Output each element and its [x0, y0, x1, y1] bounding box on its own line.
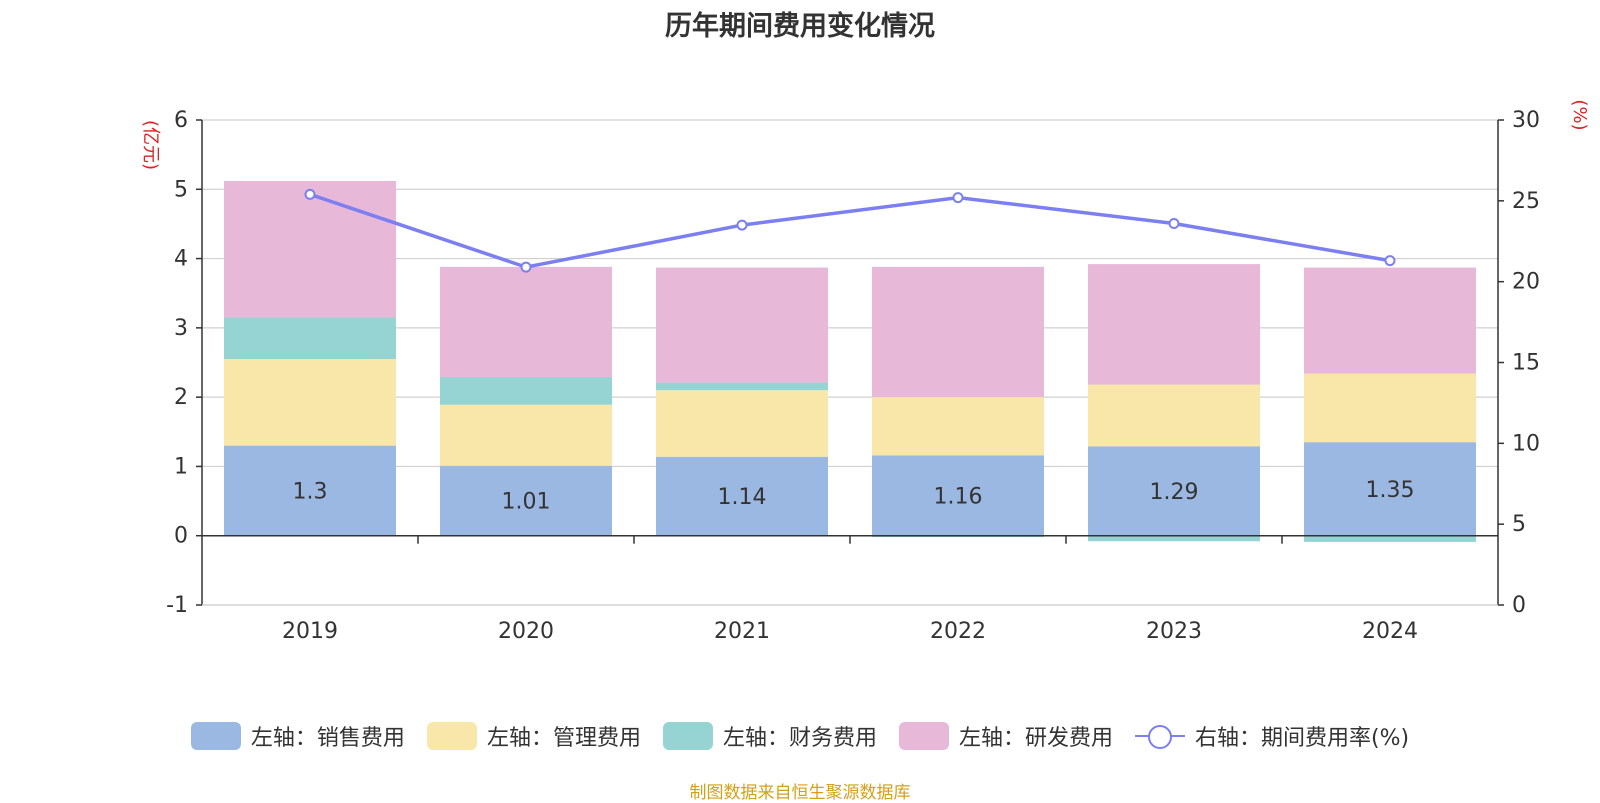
left-axis-tick-label: 6 — [174, 108, 188, 133]
right-axis-tick-label: 20 — [1512, 270, 1540, 295]
legend-swatch — [662, 722, 713, 750]
line-series — [309, 192, 1391, 269]
right-axis-unit: (%) — [1569, 99, 1590, 130]
bar-左轴：销售费用 — [1304, 442, 1476, 536]
line-point — [1384, 255, 1396, 267]
left-axis-tick-label: 5 — [174, 177, 188, 202]
bar-data-label: 1.3 — [293, 480, 328, 505]
bar-data-label: 1.16 — [934, 485, 983, 510]
line-point — [520, 261, 532, 273]
bar-左轴：管理费用 — [1088, 384, 1260, 447]
line-point — [952, 192, 964, 204]
legend-item[interactable]: 左轴：销售费用 — [190, 720, 405, 752]
legend-label: 左轴：管理费用 — [486, 726, 641, 751]
left-axis-unit: (亿元) — [140, 120, 161, 170]
bar-data-label: 1.14 — [718, 485, 767, 510]
chart-title: 历年期间费用变化情况 — [665, 11, 935, 42]
right-axis-tick-label: 15 — [1512, 351, 1540, 376]
bar-左轴：财务费用 — [224, 317, 396, 360]
left-axis-tick-label: 0 — [174, 524, 188, 549]
legend-label: 左轴：销售费用 — [250, 726, 405, 751]
bar-data-label: 1.01 — [502, 490, 551, 515]
bar-左轴：研发费用 — [224, 180, 396, 318]
left-axis-tick-label: 1 — [174, 454, 188, 479]
bar-左轴：销售费用 — [872, 455, 1044, 536]
left-axis-tick-label: -1 — [166, 593, 188, 618]
legend-swatch — [898, 722, 949, 750]
left-axis-tick-label: 3 — [174, 316, 188, 341]
legend-swatch — [190, 722, 241, 750]
bar-左轴：研发费用 — [1304, 267, 1476, 374]
bar-左轴：销售费用 — [224, 445, 396, 536]
left-axis-tick-label: 4 — [174, 247, 188, 272]
legend-item[interactable]: 右轴：期间费用率(%) — [1134, 720, 1410, 752]
right-axis-tick-label: 10 — [1512, 431, 1540, 456]
line-point — [736, 219, 748, 231]
legend-label: 右轴：期间费用率(%) — [1194, 726, 1410, 751]
x-axis-tick-label: 2023 — [1146, 619, 1202, 644]
right-axis-tick-label: 30 — [1512, 108, 1540, 133]
right-axis-tick-label: 25 — [1512, 189, 1540, 214]
bar-左轴：财务费用 — [1304, 535, 1476, 542]
legend-item[interactable]: 左轴：研发费用 — [898, 720, 1113, 752]
bar-左轴：销售费用 — [440, 465, 612, 536]
bar-左轴：管理费用 — [872, 397, 1044, 456]
right-axis-tick-label: 0 — [1512, 593, 1526, 618]
x-axis-tick-label: 2021 — [714, 619, 770, 644]
bar-左轴：财务费用 — [1088, 535, 1260, 542]
bar-data-label: 1.35 — [1366, 478, 1415, 503]
bar-左轴：财务费用 — [440, 377, 612, 405]
x-axis-tick-label: 2022 — [930, 619, 986, 644]
line-point — [304, 188, 316, 200]
bar-data-label: 1.29 — [1150, 480, 1199, 505]
source-note: 制图数据来自恒生聚源数据库 — [689, 783, 911, 803]
bar-左轴：研发费用 — [1088, 264, 1260, 385]
legend-label: 左轴：研发费用 — [958, 726, 1113, 751]
chart-legend[interactable]: 左轴：销售费用 左轴：管理费用 左轴：财务费用 左轴：研发费用 右轴：期间费用率(%) — [0, 720, 1600, 752]
bar-左轴：财务费用 — [656, 382, 828, 391]
bar-左轴：管理费用 — [224, 359, 396, 446]
left-axis-tick-label: 2 — [174, 385, 188, 410]
legend-label: 左轴：财务费用 — [722, 726, 877, 751]
legend-swatch — [426, 722, 477, 750]
bar-左轴：研发费用 — [872, 266, 1044, 398]
x-axis-tick-label: 2020 — [498, 619, 554, 644]
bar-左轴：管理费用 — [440, 404, 612, 466]
bar-左轴：销售费用 — [656, 456, 828, 536]
legend-item[interactable]: 左轴：财务费用 — [662, 720, 877, 752]
legend-item[interactable]: 左轴：管理费用 — [426, 720, 641, 752]
bar-左轴：研发费用 — [656, 267, 828, 383]
bar-左轴：管理费用 — [1304, 373, 1476, 443]
bar-左轴：管理费用 — [656, 390, 828, 457]
right-axis-tick-label: 5 — [1512, 512, 1526, 537]
legend-line-marker-icon — [1134, 722, 1185, 750]
line-point — [1168, 217, 1180, 229]
x-axis-tick-label: 2024 — [1362, 619, 1418, 644]
x-axis-tick-label: 2019 — [282, 619, 338, 644]
bar-左轴：研发费用 — [440, 266, 612, 378]
bar-左轴：销售费用 — [1088, 446, 1260, 536]
